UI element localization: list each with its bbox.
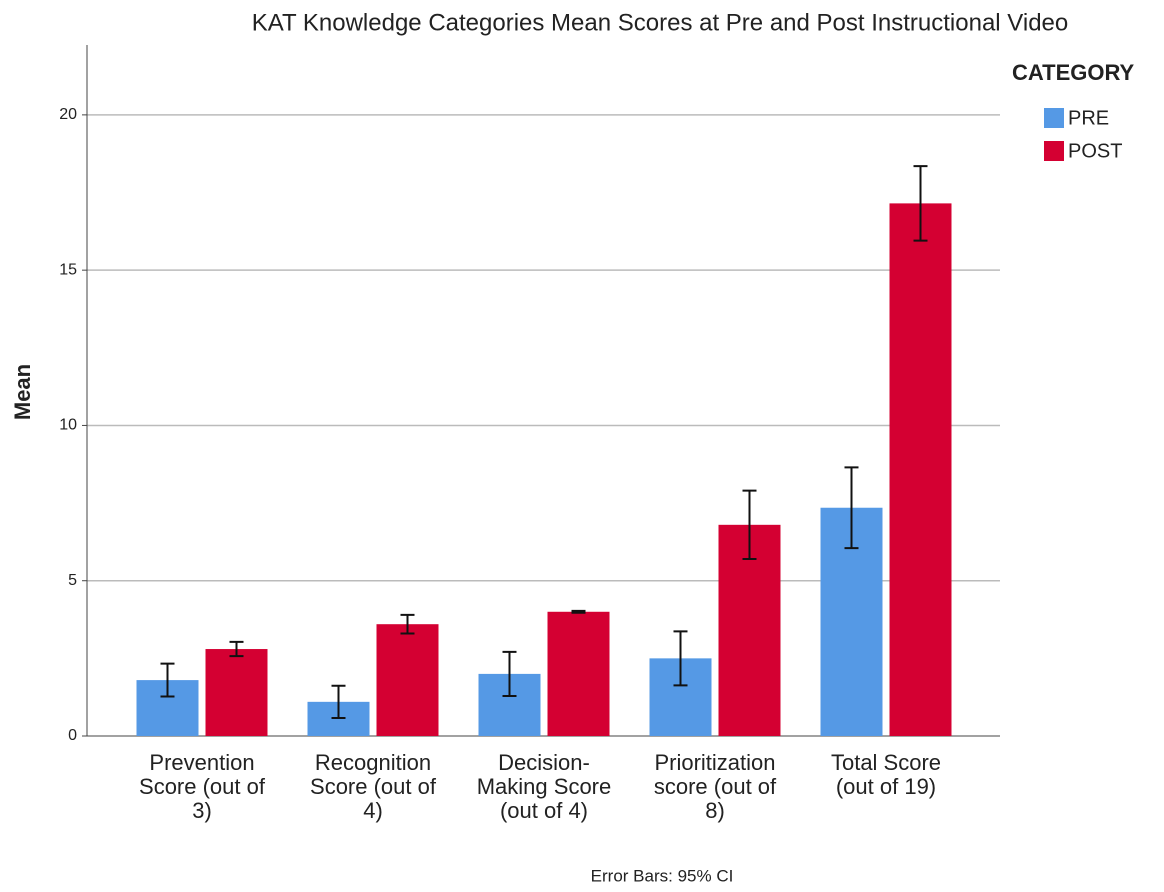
legend-title: CATEGORY xyxy=(1012,60,1135,85)
error-bar xyxy=(913,165,928,242)
annotation: Error Bars: 95% CI xyxy=(591,866,734,885)
y-tick-label: 20 xyxy=(59,106,77,123)
x-tick-label: Decision-Making Score (out of 4) xyxy=(477,750,612,823)
error-bar xyxy=(742,489,757,560)
y-axis-label: Mean xyxy=(10,364,35,420)
error-bar xyxy=(571,609,586,614)
y-tick-label: 10 xyxy=(59,417,77,434)
legend-label: POST xyxy=(1068,140,1122,162)
bar xyxy=(376,624,439,736)
error-bar xyxy=(502,650,517,697)
chart-title: KAT Knowledge Categories Mean Scores at … xyxy=(252,9,1068,36)
legend-label: PRE xyxy=(1068,107,1109,129)
x-tick-label: Prioritization score (out of 8) xyxy=(654,750,777,823)
legend-swatch xyxy=(1044,141,1064,161)
legend-swatch xyxy=(1044,108,1064,128)
y-tick-label: 15 xyxy=(59,261,77,278)
x-tick-label: Prevention Score (out of 3) xyxy=(139,750,266,823)
error-bar xyxy=(400,613,415,635)
y-tick-label: 0 xyxy=(68,727,77,744)
bar xyxy=(547,611,610,736)
error-bar xyxy=(331,684,346,719)
error-bar xyxy=(229,640,244,658)
error-bar xyxy=(844,466,859,550)
bar xyxy=(205,649,268,736)
error-bar xyxy=(160,662,175,698)
error-bar xyxy=(673,630,688,687)
y-tick-label: 5 xyxy=(68,572,77,589)
x-tick-label: Recognition Score (out of 4) xyxy=(310,750,437,823)
bar xyxy=(889,203,952,736)
bar xyxy=(718,524,781,736)
x-tick-label: Total Score (out of 19) xyxy=(831,750,941,799)
